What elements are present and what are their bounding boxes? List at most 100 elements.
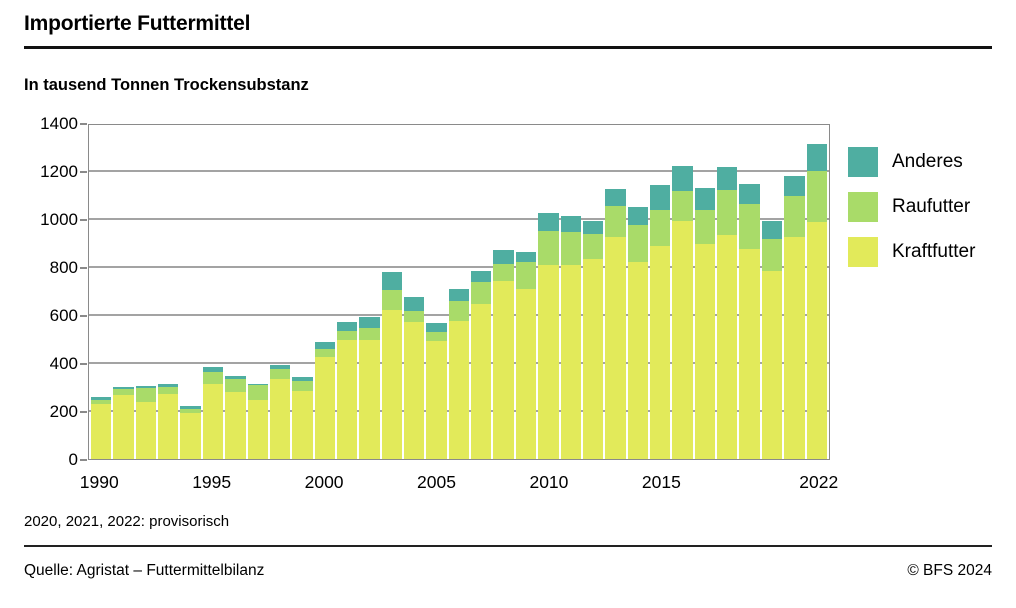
- bar-segment-anderes-2006: [448, 289, 470, 301]
- bar-segment-raufutter-2004: [404, 310, 425, 323]
- title-divider: [24, 46, 992, 49]
- gridline-1200: [89, 170, 829, 172]
- bar-2001: [336, 321, 358, 459]
- bar-segment-anderes-2008: [493, 249, 514, 264]
- bar-segment-raufutter-2006: [448, 300, 470, 321]
- bar-segment-kraftfutter-2008: [493, 280, 514, 459]
- bar-segment-kraftfutter-2010: [538, 264, 559, 459]
- bar-segment-anderes-1994: [180, 406, 201, 410]
- legend-item-anderes: Anderes: [848, 147, 975, 177]
- bar-2002: [359, 317, 380, 459]
- bar-2009: [515, 251, 537, 459]
- bar-segment-raufutter-2022: [806, 170, 827, 223]
- bar-segment-kraftfutter-2019: [739, 249, 760, 459]
- bar-1998: [269, 364, 291, 459]
- bar-segment-anderes-1999: [292, 377, 313, 381]
- bar-segment-anderes-2019: [739, 183, 760, 205]
- bar-segment-anderes-1992: [135, 385, 157, 389]
- bar-segment-anderes-2004: [404, 297, 425, 311]
- bar-segment-anderes-2000: [314, 341, 335, 350]
- bar-segment-raufutter-2017: [694, 210, 716, 244]
- bar-segment-raufutter-2021: [784, 196, 805, 238]
- bar-segment-kraftfutter-1997: [247, 400, 268, 459]
- bar-segment-raufutter-2007: [471, 282, 492, 304]
- bar-segment-kraftfutter-2002: [359, 339, 380, 459]
- bar-segment-anderes-2017: [694, 188, 716, 211]
- y-axis-label-600: 600: [49, 306, 78, 325]
- bar-segment-kraftfutter-2006: [448, 320, 470, 459]
- bar-segment-raufutter-1994: [180, 409, 201, 413]
- bar-1992: [135, 385, 157, 459]
- bar-segment-kraftfutter-1998: [269, 379, 291, 459]
- y-axis-tick: [80, 171, 87, 173]
- bar-segment-kraftfutter-1993: [158, 394, 179, 459]
- y-axis-label-1200: 1200: [40, 162, 78, 181]
- bar-segment-anderes-1991: [113, 386, 134, 390]
- y-axis-label-1400: 1400: [40, 114, 78, 133]
- y-axis-tick: [80, 411, 87, 413]
- bar-segment-kraftfutter-2015: [649, 245, 671, 459]
- bar-2000: [314, 341, 335, 459]
- legend-swatch-raufutter: [848, 192, 878, 222]
- bar-2011: [560, 215, 581, 459]
- bar-2022: [806, 144, 827, 459]
- bar-segment-anderes-1995: [202, 367, 224, 373]
- bar-segment-raufutter-1999: [292, 380, 313, 391]
- bar-1996: [225, 375, 246, 459]
- bar-segment-raufutter-2002: [359, 327, 380, 340]
- bar-2010: [538, 213, 559, 459]
- bar-segment-raufutter-1990: [91, 400, 112, 404]
- bar-segment-anderes-2007: [471, 270, 492, 283]
- bar-segment-anderes-1990: [91, 396, 112, 401]
- gridline-1000: [89, 218, 829, 220]
- bar-1993: [158, 384, 179, 459]
- x-axis-label-2010: 2010: [529, 472, 569, 492]
- bar-2019: [739, 183, 760, 459]
- chart-unit-subtitle: In tausend Tonnen Trockensubstanz: [24, 76, 309, 94]
- y-axis-tick: [80, 219, 87, 221]
- bar-segment-anderes-2013: [605, 189, 626, 206]
- bar-2017: [694, 188, 716, 459]
- bar-segment-anderes-1998: [269, 364, 291, 370]
- bar-segment-kraftfutter-2009: [515, 289, 537, 459]
- bar-segment-raufutter-2003: [381, 289, 403, 310]
- bar-segment-anderes-2010: [538, 213, 559, 232]
- bar-segment-kraftfutter-2022: [806, 222, 827, 459]
- bar-segment-raufutter-1991: [113, 389, 134, 396]
- bar-segment-anderes-2016: [672, 165, 693, 192]
- bar-2007: [471, 270, 492, 459]
- provisional-footnote: 2020, 2021, 2022: provisorisch: [24, 513, 230, 530]
- bar-segment-kraftfutter-1992: [135, 401, 157, 459]
- bar-segment-raufutter-1993: [158, 387, 179, 395]
- legend: Anderes Raufutter Kraftfutter: [848, 147, 975, 282]
- legend-swatch-kraftfutter: [848, 237, 878, 267]
- y-axis-tick: [80, 315, 87, 317]
- bar-segment-raufutter-2008: [493, 263, 514, 281]
- bar-segment-raufutter-1992: [135, 388, 157, 402]
- bar-segment-anderes-2015: [649, 184, 671, 210]
- bar-segment-kraftfutter-2012: [582, 259, 604, 459]
- bar-segment-raufutter-1998: [269, 369, 291, 380]
- bar-1997: [247, 383, 268, 459]
- gridline-800: [89, 266, 829, 268]
- bar-segment-anderes-1997: [247, 383, 268, 386]
- bar-segment-kraftfutter-2005: [426, 340, 447, 459]
- x-axis-label-1990: 1990: [79, 472, 119, 492]
- bar-segment-anderes-1993: [158, 384, 179, 388]
- bar-segment-kraftfutter-1990: [91, 403, 112, 459]
- y-axis-tick: [80, 123, 87, 125]
- bar-segment-raufutter-2005: [426, 332, 447, 341]
- bar-segment-anderes-2002: [359, 317, 380, 328]
- bar-group: [89, 125, 829, 459]
- legend-swatch-anderes: [848, 147, 878, 177]
- bar-segment-kraftfutter-2011: [560, 264, 581, 459]
- bar-segment-anderes-2022: [806, 144, 827, 171]
- bar-2008: [493, 249, 514, 459]
- bar-segment-anderes-2020: [761, 220, 783, 239]
- bar-1990: [91, 396, 112, 459]
- y-axis-label-1000: 1000: [40, 210, 78, 229]
- y-axis-label-0: 0: [68, 450, 78, 469]
- x-axis-label-2000: 2000: [304, 472, 344, 492]
- bar-segment-kraftfutter-1991: [113, 395, 134, 459]
- bar-segment-kraftfutter-2017: [694, 243, 716, 459]
